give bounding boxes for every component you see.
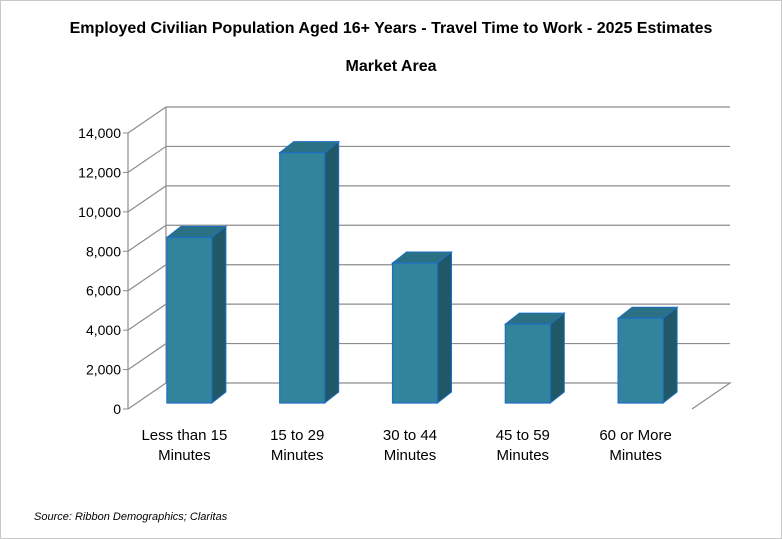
bar-side — [662, 306, 678, 405]
x-tick-label: 45 to 59 — [496, 427, 550, 444]
y-tick-label: 12,000 — [78, 164, 121, 180]
x-tick-label: Minutes — [384, 447, 437, 464]
y-tick-label: 6,000 — [86, 283, 121, 299]
y-tick-label: 4,000 — [86, 322, 121, 338]
gridline — [127, 185, 730, 213]
bar-front — [504, 323, 551, 404]
y-axis: 0 2,000 4,000 6,000 8,000 10,000 12,000 14,000 — [78, 125, 129, 417]
bar-side — [211, 225, 227, 405]
x-tick-label: 30 to 44 — [383, 427, 437, 444]
bar-side — [437, 250, 452, 405]
gridline — [127, 224, 730, 252]
bar — [391, 250, 453, 405]
y-tick-label: 10,000 — [78, 204, 121, 220]
bar-side — [324, 140, 340, 405]
bar — [503, 312, 566, 405]
y-tick-label: 0 — [113, 401, 121, 417]
x-axis-labels: Less than 15 Minutes 15 to 29 Minutes 30 to … — [141, 427, 671, 464]
bar-front — [166, 236, 213, 404]
gridline — [127, 145, 730, 173]
bar-side — [549, 312, 565, 405]
gridline — [127, 106, 730, 134]
bar-front — [279, 152, 326, 404]
bar-front — [391, 262, 439, 404]
gridlines — [127, 106, 730, 371]
bar — [278, 140, 341, 405]
bars — [165, 140, 679, 405]
bar — [616, 306, 679, 405]
x-tick-label: Minutes — [158, 447, 211, 464]
bar-front — [617, 317, 664, 404]
x-tick-label: 15 to 29 — [270, 427, 324, 444]
source-note: Source: Ribbon Demographics; Claritas — [34, 511, 228, 523]
x-tick-label: Minutes — [271, 447, 324, 464]
gridline — [127, 303, 730, 331]
chart-subtitle: Market Area — [345, 58, 437, 75]
x-tick-label: Minutes — [497, 447, 550, 464]
x-tick-label: Minutes — [609, 447, 662, 464]
y-tick-label: 14,000 — [78, 125, 121, 141]
gridline — [127, 264, 730, 292]
y-tick-label: 8,000 — [86, 243, 121, 259]
x-tick-label: 60 or More — [599, 427, 672, 444]
bar — [165, 225, 228, 405]
x-tick-label: Less than 15 — [141, 427, 227, 444]
chart-title: Employed Civilian Population Aged 16+ Ye… — [69, 20, 713, 37]
y-tick-label: 2,000 — [86, 362, 121, 378]
